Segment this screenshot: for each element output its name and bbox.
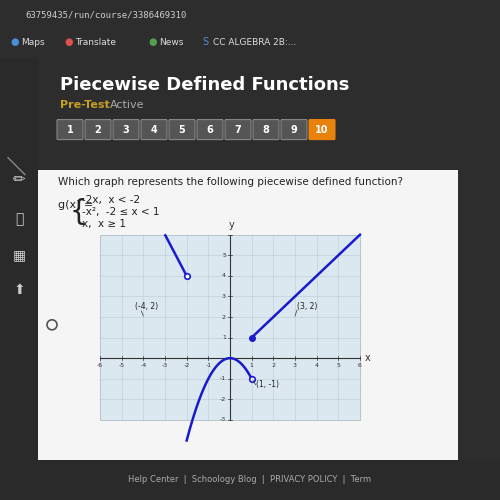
Text: Piecewise Defined Functions: Piecewise Defined Functions — [60, 76, 350, 94]
Bar — [100, 234, 360, 420]
Bar — [38, 170, 458, 460]
Text: 10: 10 — [316, 124, 329, 134]
Text: 9: 9 — [290, 124, 298, 134]
Text: {: { — [70, 198, 87, 226]
Text: 5: 5 — [178, 124, 186, 134]
Text: Active: Active — [110, 100, 144, 110]
Text: -1: -1 — [220, 376, 226, 382]
Text: 2: 2 — [94, 124, 102, 134]
Text: 1: 1 — [222, 335, 226, 340]
Text: 3: 3 — [122, 124, 130, 134]
Text: x,  x ≥ 1: x, x ≥ 1 — [82, 218, 126, 228]
Text: 5: 5 — [336, 363, 340, 368]
FancyBboxPatch shape — [85, 120, 111, 140]
Text: (-4, 2): (-4, 2) — [136, 302, 158, 311]
Text: 3: 3 — [222, 294, 226, 299]
Text: 63759435/run/course/3386469310: 63759435/run/course/3386469310 — [25, 10, 186, 20]
Text: -3: -3 — [162, 363, 168, 368]
Text: 2: 2 — [272, 363, 276, 368]
Text: ●: ● — [10, 38, 18, 48]
Text: (1, -1): (1, -1) — [256, 380, 278, 389]
Text: News: News — [159, 38, 184, 47]
Text: g(x) =: g(x) = — [58, 200, 94, 209]
Bar — [0, 460, 500, 500]
Text: -x²,  -2 ≤ x < 1: -x², -2 ≤ x < 1 — [82, 206, 160, 216]
FancyBboxPatch shape — [113, 120, 139, 140]
Text: ●: ● — [64, 38, 72, 48]
Text: -6: -6 — [97, 363, 103, 368]
Text: ▦: ▦ — [12, 248, 26, 262]
Text: 4: 4 — [314, 363, 318, 368]
Text: ●: ● — [148, 38, 156, 48]
Text: 7: 7 — [234, 124, 242, 134]
Text: ✏: ✏ — [12, 172, 26, 187]
FancyBboxPatch shape — [309, 120, 335, 140]
Text: y: y — [229, 220, 235, 230]
FancyBboxPatch shape — [169, 120, 195, 140]
FancyBboxPatch shape — [253, 120, 279, 140]
FancyBboxPatch shape — [197, 120, 223, 140]
Text: 5: 5 — [222, 253, 226, 258]
Text: -2: -2 — [220, 397, 226, 402]
Text: 2: 2 — [222, 314, 226, 320]
Bar — [0, 58, 38, 500]
Text: -1: -1 — [206, 363, 212, 368]
Text: 1: 1 — [66, 124, 73, 134]
Text: -2x,  x < -2: -2x, x < -2 — [82, 194, 140, 204]
Text: Translate: Translate — [75, 38, 116, 47]
Text: 4: 4 — [222, 274, 226, 278]
Text: Pre-Test: Pre-Test — [60, 100, 110, 110]
Text: Maps: Maps — [21, 38, 44, 47]
FancyBboxPatch shape — [225, 120, 251, 140]
Text: 6: 6 — [358, 363, 362, 368]
Text: 6: 6 — [206, 124, 214, 134]
Text: (3, 2): (3, 2) — [297, 302, 318, 311]
Text: -4: -4 — [140, 363, 146, 368]
Bar — [38, 58, 500, 170]
Text: ⬆: ⬆ — [13, 283, 25, 297]
FancyBboxPatch shape — [141, 120, 167, 140]
Text: -3: -3 — [220, 418, 226, 422]
Text: 8: 8 — [262, 124, 270, 134]
Text: Which graph represents the following piecewise defined function?: Which graph represents the following pie… — [58, 176, 403, 186]
Text: 1: 1 — [250, 363, 254, 368]
Text: S: S — [202, 38, 208, 48]
Text: x: x — [365, 353, 371, 363]
Text: 3: 3 — [293, 363, 297, 368]
Text: -5: -5 — [118, 363, 124, 368]
Text: 🎧: 🎧 — [15, 212, 23, 226]
Text: -2: -2 — [184, 363, 190, 368]
FancyBboxPatch shape — [57, 120, 83, 140]
Text: Help Center  |  Schoology Blog  |  PRIVACY POLICY  |  Term: Help Center | Schoology Blog | PRIVACY P… — [128, 476, 372, 484]
Text: 4: 4 — [150, 124, 158, 134]
FancyBboxPatch shape — [281, 120, 307, 140]
Text: CC ALGEBRA 2B:...: CC ALGEBRA 2B:... — [213, 38, 296, 47]
